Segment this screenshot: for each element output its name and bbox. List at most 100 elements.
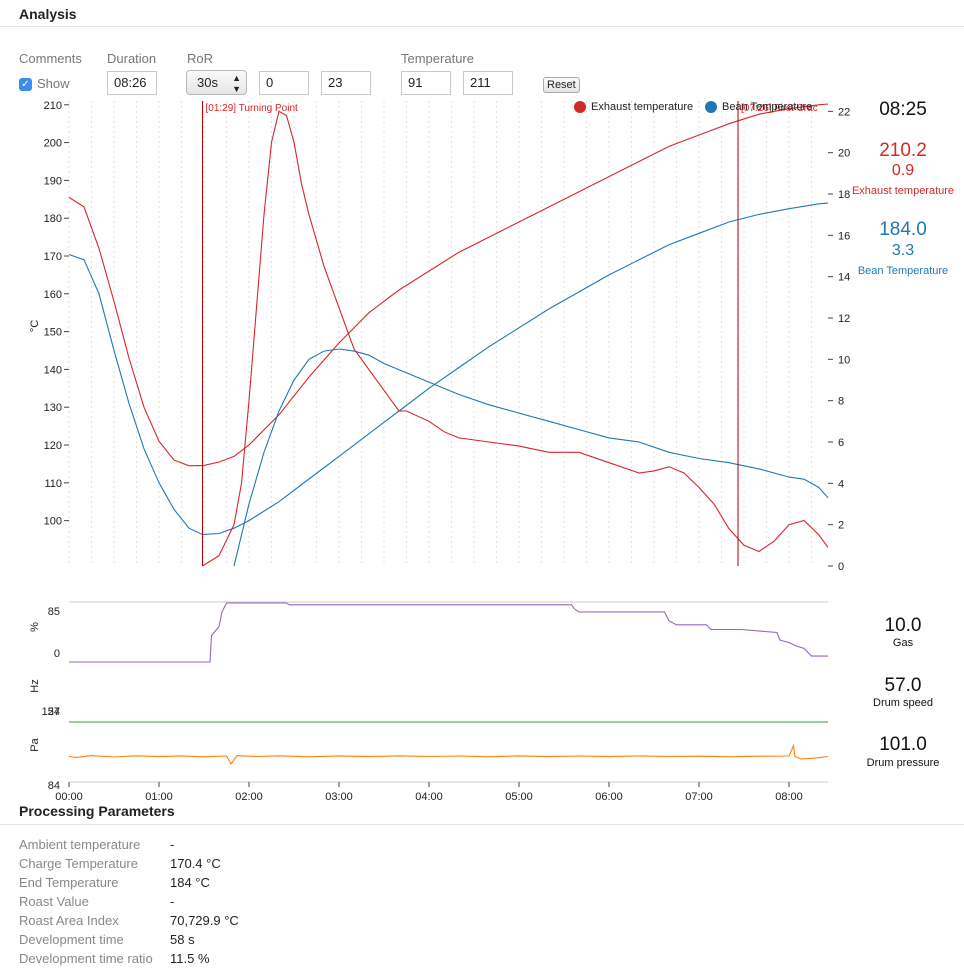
chart-legend: Exhaust temperature Bean Temperature (574, 101, 812, 113)
drum-pressure-label: Drum pressure (866, 757, 940, 769)
time-readout: 08:25 (879, 99, 927, 120)
temperature-axis-label: °C (29, 320, 41, 332)
temp-tick-label: 110 (44, 478, 62, 490)
drum-speed-axis-label: Hz (29, 679, 41, 692)
param-value: - (170, 837, 175, 852)
temp-tick-label: 130 (44, 402, 62, 414)
processing-divider (0, 824, 964, 825)
param-label: Development time (19, 932, 124, 947)
event-label: [01:29] Turning Point (206, 103, 299, 114)
temp-tick-label: 120 (44, 440, 62, 452)
ror-tick-label: 2 (838, 520, 844, 532)
ror-tick-label: 0 (838, 561, 844, 573)
analysis-title: Analysis (19, 6, 77, 22)
drum-pressure-axis-label: Pa (29, 737, 41, 751)
ror-min-input[interactable]: 0 (259, 71, 309, 95)
event-label: [07:26] First Crac (741, 103, 818, 114)
temp-tick-label: 180 (44, 213, 62, 225)
ror-tick-label: 18 (838, 189, 850, 201)
legend-label: Bean Temperature (722, 101, 812, 113)
param-label: Ambient temperature (19, 837, 141, 852)
series-layer (68, 103, 829, 567)
time-tick-label: 01:00 (145, 791, 173, 800)
drum-pressure-tick-low: 84 (48, 780, 60, 792)
param-value: 70,729.9 °C (170, 913, 239, 928)
temp-tick-label: 200 (44, 138, 62, 150)
param-label: Roast Area Index (19, 913, 119, 928)
chart-grid (68, 101, 828, 783)
aux-panels (68, 602, 829, 766)
ror-select-value: 30s (197, 75, 218, 90)
bean-temp-readout: 184.0 (879, 219, 927, 240)
param-label: Development time ratio (19, 951, 153, 966)
ror-tick-label: 22 (838, 106, 850, 118)
gas-readout: 10.0 (884, 615, 922, 636)
exhaust-temperature-line (68, 103, 829, 467)
ror-select[interactable]: 30s ▲ ▼ (186, 70, 247, 95)
exhaust-temperature-ror-line (202, 110, 829, 567)
temp-tick-label: 190 (44, 175, 62, 187)
bean-temperature-ror-line (233, 348, 829, 567)
legend-label: Exhaust temperature (591, 101, 693, 113)
time-tick-label: 04:00 (415, 791, 443, 800)
gas-line (69, 602, 828, 663)
exhaust-label: Exhaust temperature (851, 185, 955, 197)
gas-tick-low: 0 (54, 648, 60, 660)
duration-input[interactable]: 08:26 (107, 71, 157, 95)
time-tick-label: 06:00 (595, 791, 623, 800)
temperature-axis: 100 110 120 130 140 150 160 170 180 190 200 210 (44, 100, 69, 528)
reset-button[interactable]: Reset (543, 77, 580, 93)
param-value: 11.5 % (170, 951, 210, 966)
temp-tick-label: 100 (44, 516, 62, 528)
drum-speed-label: Drum speed (873, 697, 933, 709)
param-label: End Temperature (19, 875, 119, 890)
temp-tick-label: 140 (44, 364, 62, 376)
gas-tick-high: 85 (48, 606, 60, 618)
temp-max-input[interactable]: 211 (463, 71, 513, 95)
show-label: Show (37, 76, 70, 91)
ror-tick-label: 12 (838, 313, 850, 325)
time-tick-label: 03:00 (325, 791, 353, 800)
time-tick-label: 07:00 (685, 791, 713, 800)
temp-min-input[interactable]: 91 (401, 71, 451, 95)
temp-tick-label: 150 (44, 327, 62, 339)
param-value: 58 s (170, 932, 195, 947)
time-tick-label: 08:00 (775, 791, 803, 800)
legend-swatch (574, 101, 586, 113)
time-axis: 00:00 01:00 02:00 03:00 04:00 05:00 06:00 07:00… (55, 782, 803, 800)
event-markers: [01:29] Turning Point [07:26] First Crac (202, 101, 818, 566)
time-tick-label: 02:00 (235, 791, 263, 800)
ror-tick-label: 16 (838, 230, 850, 242)
temperature-label: Temperature (401, 51, 474, 66)
ror-axis: 0 2 4 6 8 10 12 14 16 18 20 22 (828, 106, 850, 573)
ror-label: RoR (187, 51, 214, 66)
temp-tick-label: 170 (44, 251, 62, 263)
drum-speed-readout: 57.0 (884, 675, 922, 696)
param-value: - (170, 894, 175, 909)
exhaust-ror-readout: 0.9 (891, 162, 915, 179)
ror-tick-label: 4 (838, 478, 844, 490)
gas-label: Gas (892, 637, 914, 649)
ror-tick-label: 8 (838, 396, 844, 408)
duration-label: Duration (107, 51, 157, 66)
exhaust-temp-readout: 210.2 (879, 140, 927, 161)
drum-pressure-line (68, 744, 829, 766)
bean-ror-readout: 3.3 (891, 242, 915, 259)
param-value: 184 °C (170, 875, 210, 890)
ror-tick-label: 6 (838, 437, 844, 449)
temp-tick-label: 160 (44, 289, 62, 301)
show-comments-checkbox[interactable]: ✓ (19, 78, 32, 91)
bean-temperature-line (68, 202, 829, 536)
drum-pressure-readout: 101.0 (879, 734, 927, 755)
time-tick-label: 00:00 (55, 791, 83, 800)
ror-tick-label: 10 (838, 354, 850, 366)
param-label: Charge Temperature (19, 856, 138, 871)
select-arrows-icon: ▲ ▼ (232, 73, 241, 94)
drum-pressure-tick-high: 124 (42, 706, 60, 718)
ror-tick-label: 14 (838, 272, 850, 284)
ror-max-input[interactable]: 23 (321, 71, 371, 95)
param-value: 170.4 °C (170, 856, 221, 871)
ror-tick-label: 20 (838, 148, 850, 160)
processing-title: Processing Parameters (19, 803, 175, 819)
